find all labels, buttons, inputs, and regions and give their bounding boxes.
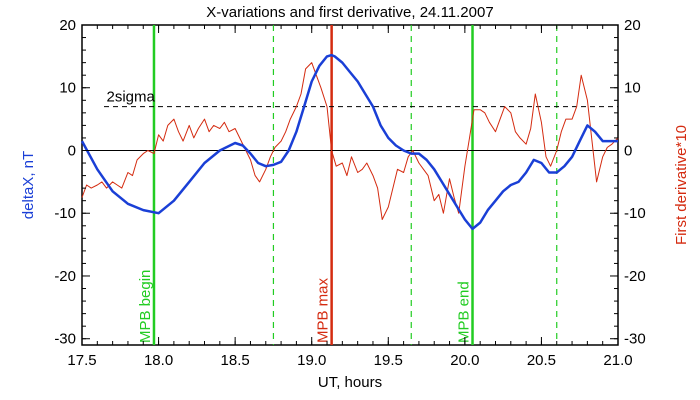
y-axis-label-right: First derivative*10 bbox=[673, 125, 690, 245]
x-tick-label: 18.0 bbox=[144, 352, 173, 369]
y-tick-label-left: -10 bbox=[54, 205, 76, 222]
axes: 17.5 18.0 18.5 19.0 19.5 20.0 20.5 21.0 -30 -30 -2… bbox=[54, 17, 645, 369]
mpb-max-label: MPB max bbox=[315, 277, 332, 343]
y-tick-label-right: -10 bbox=[624, 205, 646, 222]
x-tick-label: 18.5 bbox=[221, 352, 250, 369]
x-tick-label: 20.5 bbox=[527, 352, 556, 369]
mpb-begin-label: MPB begin bbox=[137, 270, 154, 343]
series-deltaX-line bbox=[80, 53, 618, 231]
y-tick-label-left: 10 bbox=[59, 80, 76, 97]
y-tick-label-left: -30 bbox=[54, 331, 76, 348]
x-tick-label: 19.0 bbox=[297, 352, 326, 369]
x-tick-label: 17.5 bbox=[67, 352, 96, 369]
mpb-end-label: MPB end bbox=[456, 281, 473, 343]
y-tick-label-left: 0 bbox=[68, 142, 76, 159]
y-tick-label-right: 0 bbox=[624, 142, 632, 159]
y-axis-label-left: deltaX, nT bbox=[20, 151, 37, 219]
series-derivative-line bbox=[81, 62, 619, 220]
y-tick-label-left: -20 bbox=[54, 268, 76, 285]
reference-lines: 2sigma bbox=[82, 89, 618, 151]
y-tick-label-left: 20 bbox=[59, 17, 76, 34]
event-markers: MPB begin MPB max MPB end bbox=[137, 25, 558, 345]
x-tick-label: 21.0 bbox=[603, 352, 632, 369]
data-series bbox=[80, 53, 619, 231]
sigma-label: 2sigma bbox=[107, 89, 156, 106]
y-tick-label-right: 10 bbox=[624, 80, 641, 97]
plot-frame bbox=[81, 24, 619, 346]
y-tick-label-right: -20 bbox=[624, 268, 646, 285]
y-tick-label-right: -30 bbox=[624, 331, 646, 348]
x-tick-label: 20.0 bbox=[450, 352, 479, 369]
x-axis-label: UT, hours bbox=[318, 374, 382, 391]
x-tick-label: 19.5 bbox=[374, 352, 403, 369]
chart-title: X-variations and first derivative, 24.11… bbox=[206, 4, 493, 21]
y-tick-label-right: 20 bbox=[624, 17, 641, 34]
